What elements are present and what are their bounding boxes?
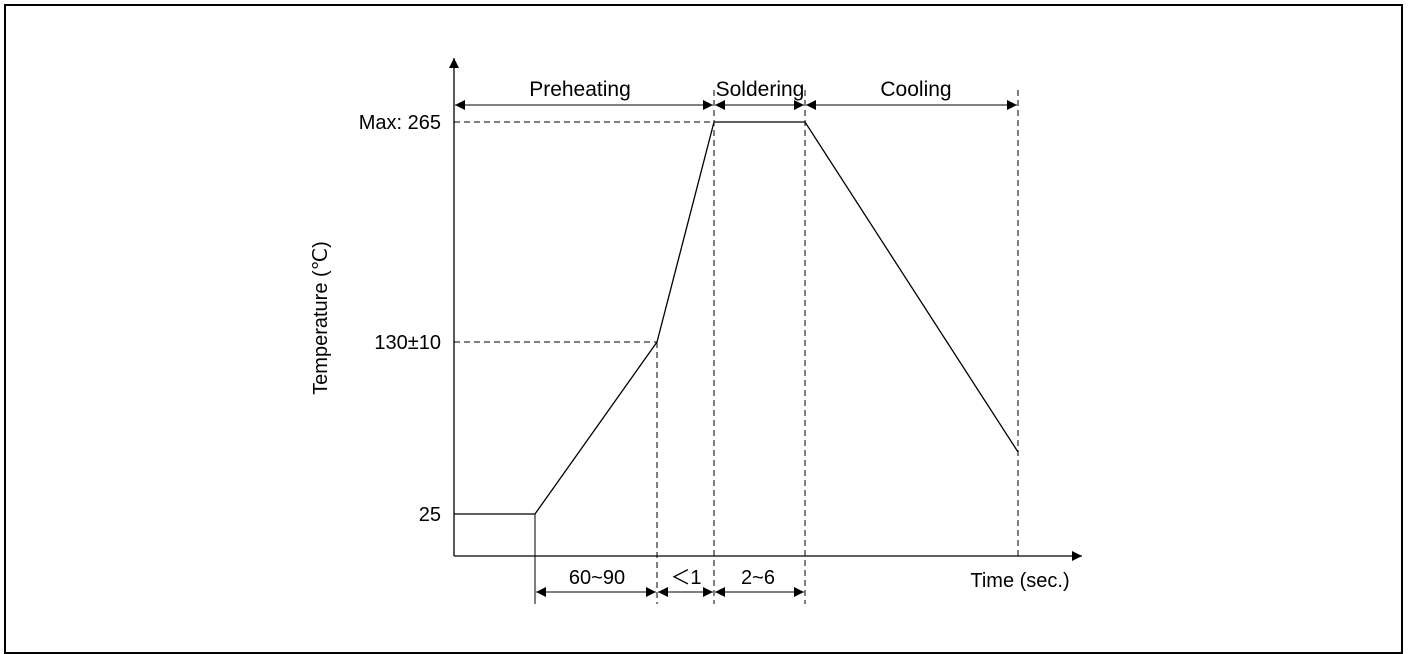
rise-duration-label: ＜1 (670, 567, 701, 589)
soldering-label: Soldering (716, 78, 805, 101)
preheat-temp-label: 130±10 (374, 332, 441, 354)
room-temp-label: 25 (419, 504, 441, 526)
hold-duration-label: 2~6 (741, 567, 775, 589)
preheating-label: Preheating (529, 78, 631, 101)
x-axis-label: Time (sec.) (970, 570, 1069, 592)
y-axis-label: Temperature (℃) (310, 241, 332, 395)
max-temp-label: Max: 265 (359, 112, 441, 134)
cooling-label: Cooling (880, 78, 951, 101)
temperature-profile-curve (454, 121, 1019, 515)
ramp-duration-label: 60~90 (569, 567, 625, 589)
